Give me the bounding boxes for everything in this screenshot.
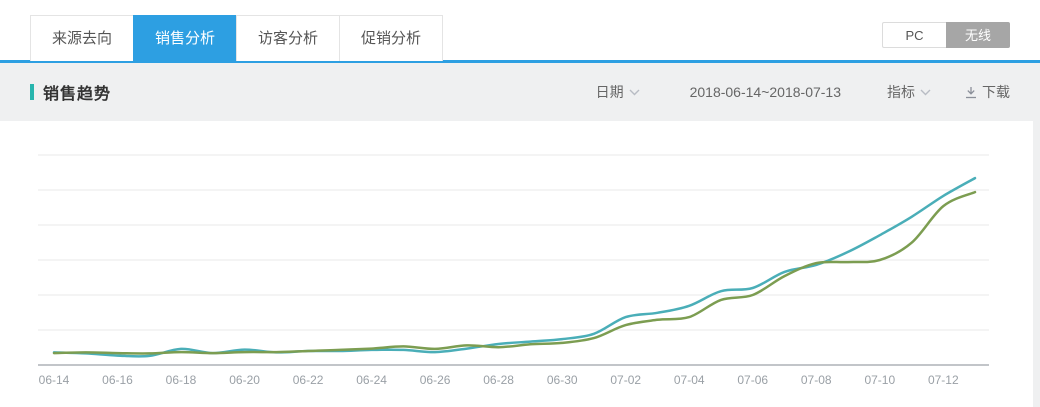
chevron-down-icon [629,89,640,96]
date-dropdown-label: 日期 [595,84,624,100]
date-range-value: 2018-06-14~2018-07-13 [689,84,841,100]
metric-dropdown[interactable]: 指标 [887,82,931,102]
download-button[interactable]: 下载 [965,82,1010,102]
title-accent-bar [30,84,34,100]
download-label: 下载 [982,84,1010,100]
x-axis-label: 07-08 [801,373,832,387]
x-axis-label: 07-02 [610,373,641,387]
x-axis-label: 07-12 [928,373,959,387]
download-icon [966,86,976,98]
x-axis-label: 06-28 [483,373,514,387]
top-tab-bar: 来源去向 销售分析 访客分析 促销分析 PC 无线 [0,0,1040,63]
panel-header: 销售趋势 日期 2018-06-14~2018-07-13 指标 下载 [0,63,1040,121]
page-title: 销售趋势 [43,86,112,103]
toggle-wireless-button[interactable]: 无线 [946,22,1010,48]
tab-2[interactable]: 访客分析 [236,15,341,61]
x-axis-label: 07-04 [674,373,705,387]
tab-1[interactable]: 销售分析 [133,15,238,61]
x-axis-label: 06-30 [547,373,578,387]
sales-trend-chart[interactable]: 06-14 06-16 06-18 06-20 06-22 06-24 06-26 06-28… [0,121,1033,407]
device-toggle: PC 无线 [882,22,1010,48]
metric-dropdown-label: 指标 [887,84,915,100]
trend-line-2 [52,190,977,355]
panel-controls: 日期 2018-06-14~2018-07-13 指标 下载 [596,82,1010,102]
x-axis-label: 06-16 [102,373,133,387]
toggle-pc-button[interactable]: PC [882,22,946,48]
x-axis-label: 06-24 [356,373,387,387]
x-axis-label: 07-10 [864,373,895,387]
x-axis-label: 06-18 [166,373,197,387]
date-dropdown[interactable]: 日期 [596,82,640,102]
x-axis-label: 06-26 [420,373,451,387]
x-axis-label: 06-14 [39,373,70,387]
x-axis-label: 07-06 [737,373,768,387]
tab-3[interactable]: 促销分析 [339,15,444,61]
chart-card: 06-14 06-16 06-18 06-20 06-22 06-24 06-26 06-28… [0,121,1033,407]
x-axis-label: 06-20 [229,373,260,387]
tab-0[interactable]: 来源去向 [30,15,135,61]
chevron-down-icon [920,89,931,96]
tabs-container: 来源去向 销售分析 访客分析 促销分析 [30,15,444,61]
x-axis-label: 06-22 [293,373,324,387]
panel-title-wrap: 销售趋势 [30,80,111,104]
